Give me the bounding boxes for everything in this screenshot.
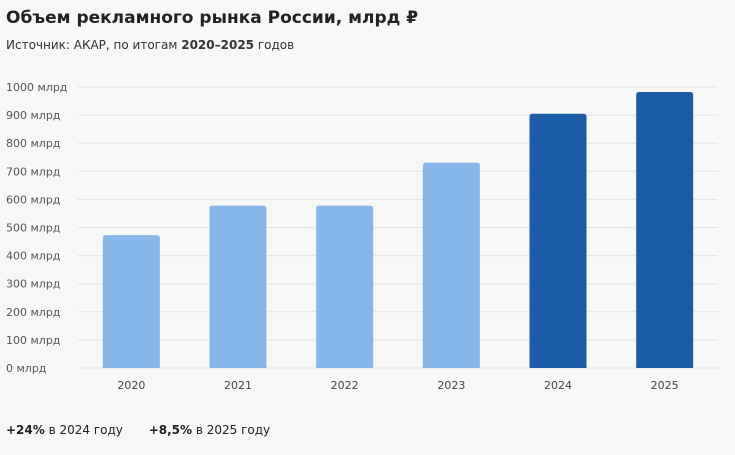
y-tick-label: 700 млрд [6,165,61,178]
y-tick-label: 100 млрд [6,334,61,347]
y-tick-label: 500 млрд [6,222,61,235]
bar-2025 [636,92,694,369]
growth-text: в 2024 году [44,423,123,437]
growth-note-2024: +24% в 2024 году [6,423,123,437]
subtitle-prefix: Источник: АКАР, по итогам [6,38,182,52]
growth-note-2025: +8,5% в 2025 году [149,423,270,437]
growth-notes: +24% в 2024 году +8,5% в 2025 году [6,423,292,437]
growth-text: в 2025 году [192,423,271,437]
x-tick-label: 2020 [117,379,145,392]
y-tick-label: 400 млрд [6,250,61,263]
subtitle-suffix: годов [254,38,295,52]
x-tick-label: 2021 [224,379,252,392]
y-tick-label: 0 млрд [6,362,47,375]
bar-2022 [316,205,374,368]
y-tick-label: 600 млрд [6,193,61,206]
bar-2024 [529,113,587,368]
x-tick-label: 2022 [331,379,359,392]
y-tick-label: 1000 млрд [6,81,68,94]
x-tick-label: 2025 [651,379,679,392]
subtitle-range: 2020–2025 [181,38,255,52]
y-tick-label: 300 млрд [6,278,61,291]
growth-value: +8,5% [148,423,193,437]
growth-value: +24% [6,423,45,437]
bar-2023 [422,162,480,368]
y-tick-label: 800 млрд [6,137,61,150]
chart-subtitle: Источник: АКАР, по итогам 2020–2025 годо… [6,38,294,52]
x-tick-label: 2023 [437,379,465,392]
y-tick-label: 900 млрд [6,109,61,122]
bar-2021 [209,205,267,368]
bar-2020 [102,235,160,368]
x-tick-label: 2024 [544,379,572,392]
chart-title: Объем рекламного рынка России, млрд ₽ [6,8,419,28]
y-tick-label: 200 млрд [6,306,61,319]
